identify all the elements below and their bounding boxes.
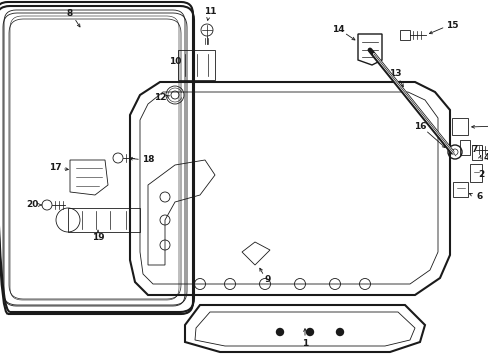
Text: 10: 10 — [168, 58, 181, 67]
Text: 7: 7 — [471, 145, 477, 154]
Text: 12: 12 — [153, 93, 166, 102]
Text: 4: 4 — [483, 153, 488, 162]
Text: 17: 17 — [49, 163, 61, 172]
Circle shape — [276, 328, 283, 336]
Text: 6: 6 — [476, 193, 482, 202]
Text: 1: 1 — [301, 338, 307, 347]
Text: 13: 13 — [388, 69, 401, 78]
Text: 15: 15 — [445, 21, 457, 30]
Text: 2: 2 — [477, 171, 483, 180]
Text: 9: 9 — [264, 275, 271, 284]
Text: 11: 11 — [203, 8, 216, 17]
Text: 16: 16 — [413, 122, 426, 131]
Circle shape — [306, 328, 313, 336]
Text: 19: 19 — [92, 234, 104, 243]
Text: 18: 18 — [142, 156, 154, 165]
Text: 8: 8 — [67, 9, 73, 18]
Text: 20: 20 — [26, 201, 38, 210]
Circle shape — [336, 328, 343, 336]
Text: 14: 14 — [331, 26, 344, 35]
